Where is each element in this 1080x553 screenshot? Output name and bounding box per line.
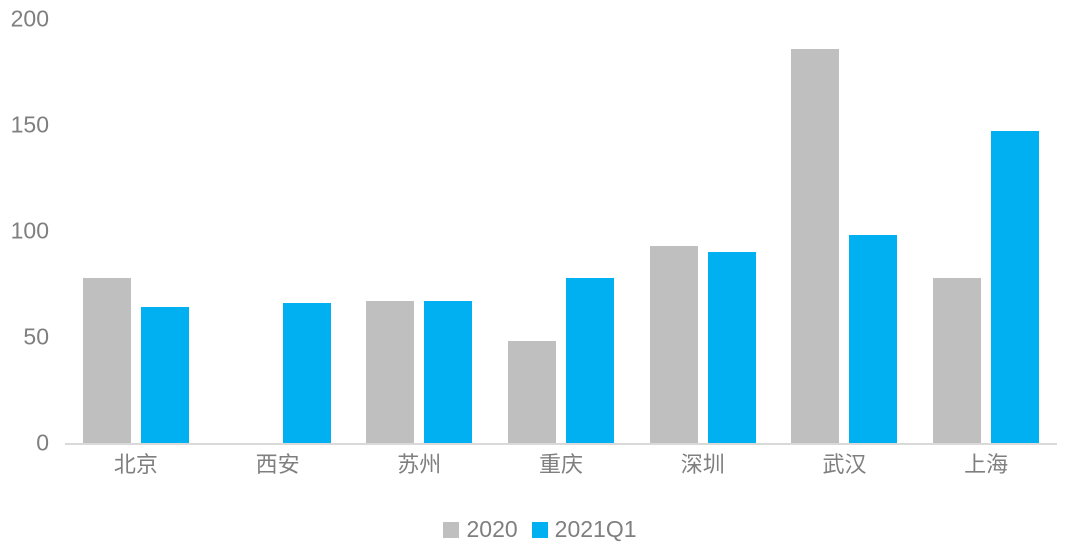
bar-group-6 [774,19,916,443]
bar-2021q1-武汉 [849,235,898,443]
x-axis-label-3: 苏州 [397,452,442,477]
bar-2020-苏州 [366,301,415,443]
legend-item-2021q1: 2021Q1 [531,516,637,542]
y-tick-label: 0 [36,429,49,456]
bar-2021q1-深圳 [707,252,756,443]
legend-label: 2020 [466,516,518,542]
x-axis-labels: 北京 西安 苏州 重庆 深圳 武汉 上海 [65,452,1057,478]
bar-group-7 [915,19,1057,443]
bar-2020-武汉 [791,48,840,443]
y-tick-label: 100 [10,217,49,244]
bar-2021q1-北京 [140,307,189,443]
x-axis-label-5: 深圳 [680,452,725,477]
bar-group-1 [65,19,207,443]
y-tick-label: 50 [23,323,49,350]
legend-swatch-icon [443,521,460,538]
legend-item-2020: 2020 [443,516,518,542]
bar-2021q1-上海 [991,131,1040,443]
legend-label: 2021Q1 [554,516,637,542]
bar-2021q1-重庆 [566,277,615,443]
plot-area [65,19,1057,443]
chart-legend: 2020 2021Q1 [0,518,1080,541]
bar-groups [65,19,1057,443]
y-tick-label: 150 [10,111,49,138]
bar-2020-重庆 [508,341,557,443]
bar-2021q1-苏州 [424,301,473,443]
x-axis-label-4: 重庆 [539,452,584,477]
x-axis-label-6: 武汉 [822,452,867,477]
bar-group-4 [490,19,632,443]
x-axis-label-7: 上海 [964,452,1009,477]
bar-2021q1-西安 [282,303,331,443]
x-axis-line [65,443,1057,445]
bar-group-2 [207,19,349,443]
bar-2020-上海 [933,277,982,443]
bar-group-3 [348,19,490,443]
x-axis-label-1: 北京 [113,452,158,477]
bar-2020-深圳 [649,245,698,443]
legend-swatch-icon [531,521,548,538]
bar-2020-北京 [82,277,131,443]
x-axis-label-2: 西安 [255,452,300,477]
y-axis: 200 150 100 50 0 [0,0,52,553]
bar-group-5 [632,19,774,443]
y-tick-label: 200 [10,5,49,32]
